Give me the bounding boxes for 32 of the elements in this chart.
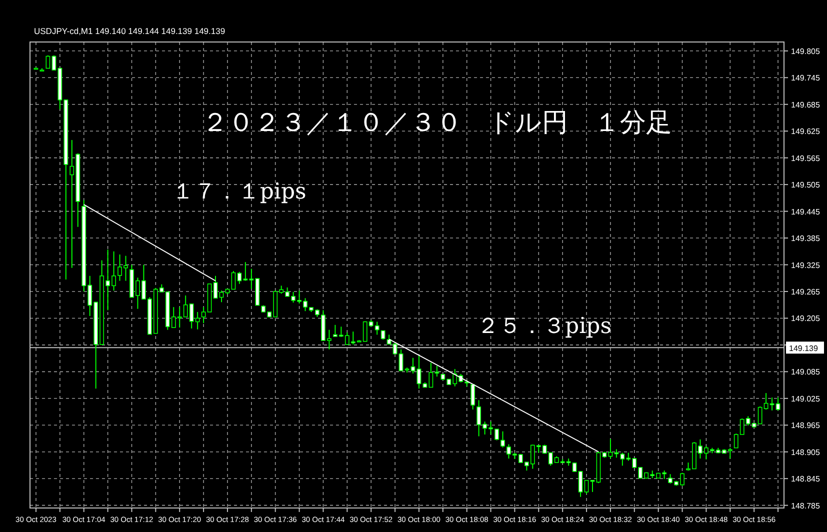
y-tick-label: 149.325 xyxy=(791,260,820,270)
y-tick-label: 148.905 xyxy=(791,448,820,457)
candlestick xyxy=(398,348,404,372)
text: ２０２３／１０／３０ ドル円 １分足 xyxy=(202,108,672,138)
ref-line-label: 149.139 xyxy=(789,344,818,354)
candlestick xyxy=(776,397,780,411)
y-tick-label: 149.625 xyxy=(791,127,820,136)
y-tick-label: 149.205 xyxy=(791,314,820,324)
annotation: ２５．３pips xyxy=(477,314,612,339)
candlestick xyxy=(590,480,595,492)
y-tick-label: 149.745 xyxy=(791,74,820,83)
y-tick-label: 149.805 xyxy=(791,46,820,56)
y-tick-label: 149.685 xyxy=(791,100,820,110)
y-tick-label: 149.265 xyxy=(791,287,820,296)
chart-subtitle: USDJPY-cd,M1 149.140 149.144 149.139 149.139 xyxy=(34,26,226,36)
candlestick xyxy=(219,290,224,303)
candlestick xyxy=(201,306,206,324)
candlestick xyxy=(470,384,476,410)
candlestick xyxy=(500,430,505,448)
y-tick-label: 148.965 xyxy=(791,421,820,430)
candlestick xyxy=(392,342,398,355)
y-tick-label: 149.025 xyxy=(791,394,820,404)
y-tick-label: 148.785 xyxy=(791,501,820,510)
candlestick xyxy=(584,480,589,494)
y-tick-label: 148.845 xyxy=(791,474,820,484)
annotation: １７．１pips xyxy=(172,179,306,204)
y-tick-label: 149.085 xyxy=(791,368,820,377)
y-tick-label: 149.565 xyxy=(791,154,820,163)
y-tick-label: 149.445 xyxy=(791,207,820,216)
candlestick xyxy=(416,355,422,390)
y-tick-label: 149.505 xyxy=(791,180,820,190)
y-tick-label: 149.385 xyxy=(791,234,820,244)
